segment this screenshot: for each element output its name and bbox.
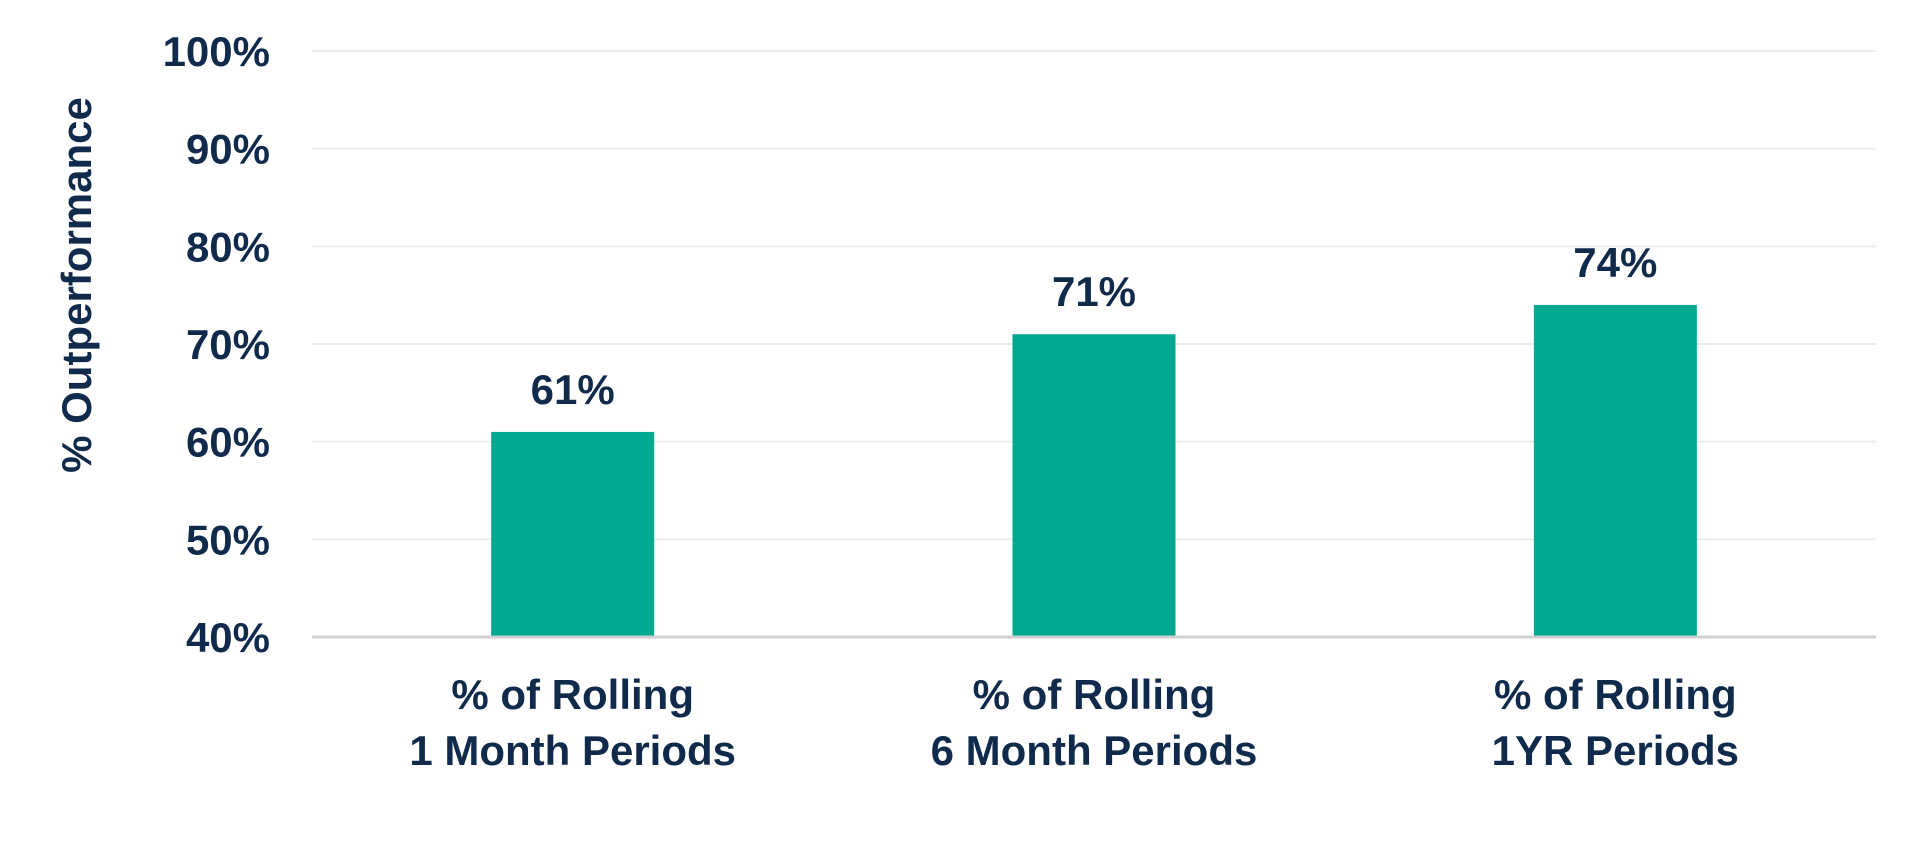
bar-data-label: 61% xyxy=(531,366,615,413)
data-labels: 61% 71% 74% xyxy=(531,239,1658,413)
bar-data-label: 71% xyxy=(1052,268,1136,315)
x-category-label: % of Rolling xyxy=(973,671,1216,718)
y-tick-label: 70% xyxy=(186,321,270,368)
y-tick-label: 80% xyxy=(186,223,270,270)
y-tick-label: 100% xyxy=(163,28,270,75)
y-axis-title: % Outperformance xyxy=(53,97,100,473)
bar-data-label: 74% xyxy=(1573,239,1657,286)
x-axis-categories: % of Rolling 1 Month Periods % of Rolling 6… xyxy=(409,671,1739,774)
x-category-label: % of Rolling xyxy=(1494,671,1737,718)
bars xyxy=(491,304,1697,637)
bar xyxy=(491,431,655,637)
x-category-label: 6 Month Periods xyxy=(931,727,1258,774)
x-category-label: % of Rolling xyxy=(451,671,694,718)
x-category-label: 1YR Periods xyxy=(1492,727,1739,774)
y-tick-label: 40% xyxy=(186,614,270,661)
y-tick-label: 60% xyxy=(186,419,270,466)
bar xyxy=(1533,304,1697,637)
y-tick-label: 90% xyxy=(186,126,270,173)
x-category-label: 1 Month Periods xyxy=(409,727,736,774)
y-axis-ticks: 40% 50% 60% 70% 80% 90% 100% xyxy=(163,28,270,661)
y-tick-label: 50% xyxy=(186,516,270,563)
bar xyxy=(1012,334,1176,637)
